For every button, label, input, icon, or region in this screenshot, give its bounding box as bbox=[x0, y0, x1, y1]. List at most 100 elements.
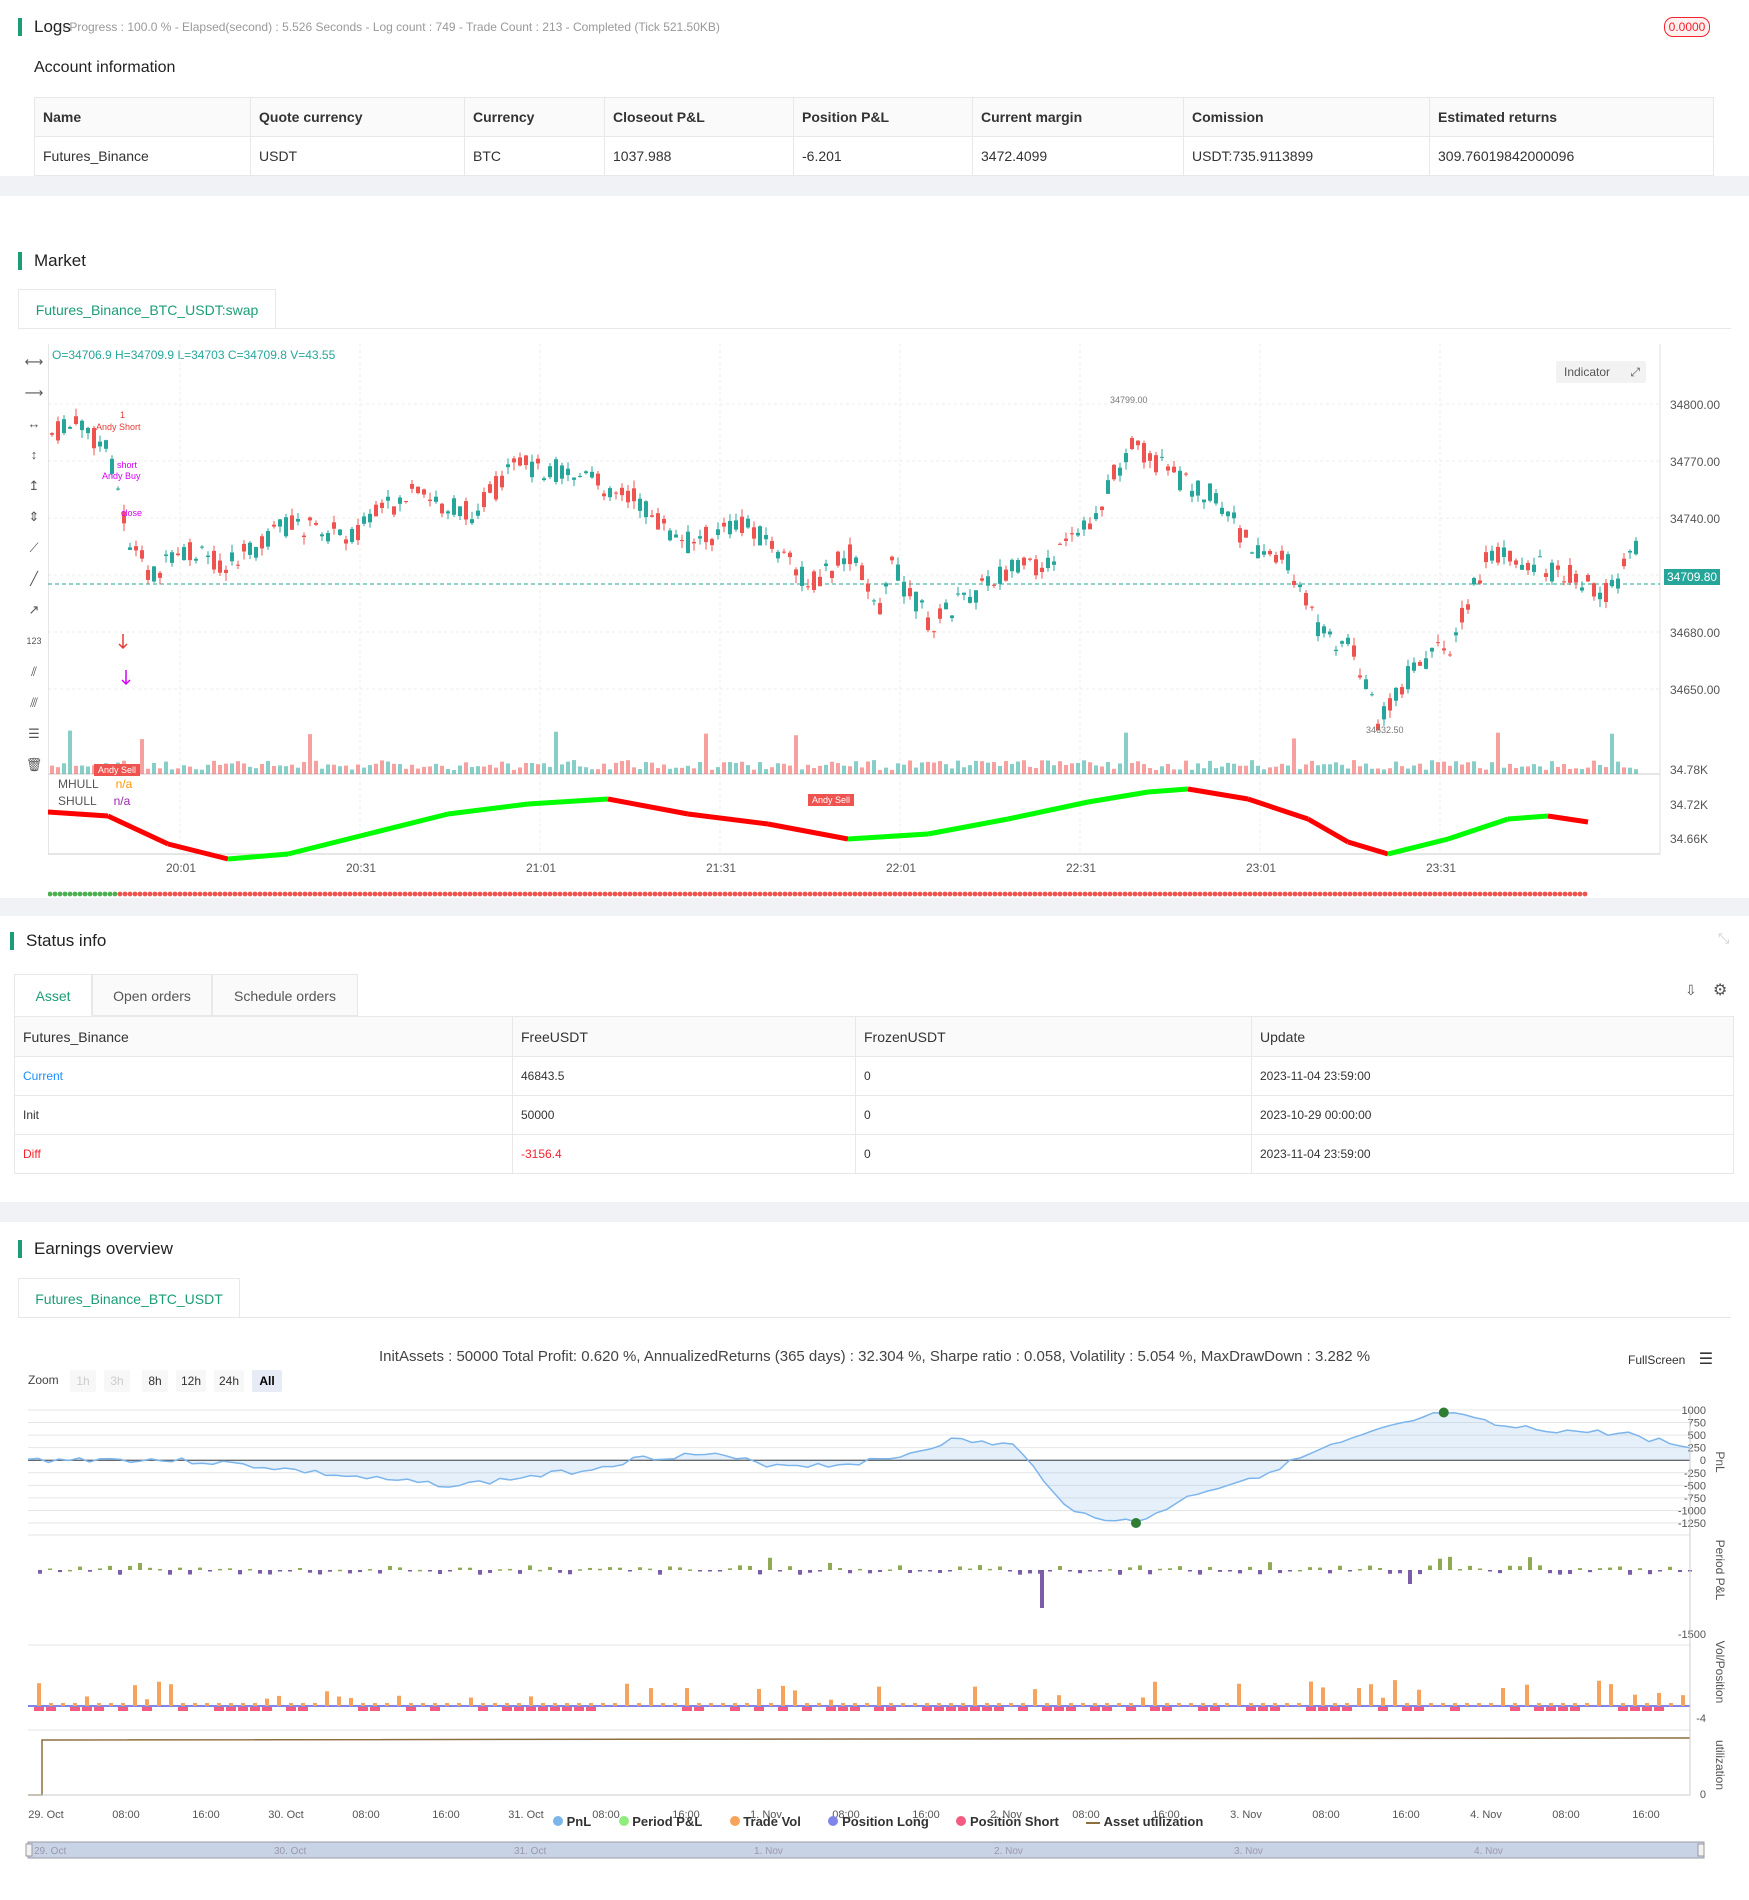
trend-dot bbox=[1082, 891, 1088, 897]
period-bar bbox=[658, 1570, 662, 1575]
trend-dot bbox=[1402, 891, 1408, 897]
volume-bar bbox=[572, 760, 576, 774]
zoom-3h[interactable]: 3h bbox=[104, 1370, 130, 1392]
vertical-segment-tool-icon[interactable]: ↥ bbox=[28, 478, 40, 493]
volume-bar bbox=[1412, 765, 1416, 774]
download-icon[interactable]: ⇩ bbox=[1685, 982, 1697, 998]
trend-line-tool-icon[interactable]: ⟋ bbox=[29, 540, 39, 555]
volume-bar bbox=[74, 765, 78, 774]
volume-bar bbox=[776, 763, 780, 774]
volume-bar bbox=[1364, 763, 1368, 774]
period-bar bbox=[1048, 1570, 1052, 1572]
candle-body bbox=[470, 519, 474, 524]
zoom-12h[interactable]: 12h bbox=[176, 1370, 206, 1392]
trade-vol-bar bbox=[1645, 1703, 1649, 1706]
candle-body bbox=[1100, 506, 1104, 511]
fullscreen-button[interactable]: FullScreen ☰ bbox=[1628, 1349, 1713, 1369]
fib-levels-tool-icon[interactable]: ☰ bbox=[28, 726, 40, 741]
price-label-tool-icon[interactable]: 123 bbox=[26, 636, 42, 646]
candle-body bbox=[608, 488, 612, 498]
position-short-bar bbox=[730, 1707, 740, 1711]
trend-dot bbox=[387, 891, 393, 897]
trend-dot bbox=[402, 891, 408, 897]
candle-body bbox=[788, 552, 792, 558]
zoom-8h[interactable]: 8h bbox=[142, 1370, 168, 1392]
candle-body bbox=[464, 501, 468, 520]
tab-market-symbol[interactable]: Futures_Binance_BTC_USDT:swap bbox=[18, 289, 276, 329]
fib-tool-icon[interactable]: ⫻ bbox=[30, 695, 38, 710]
trend-dot bbox=[847, 891, 853, 897]
legend-long[interactable]: Position Long bbox=[828, 1814, 929, 1829]
period-bar bbox=[358, 1570, 362, 1573]
position-short-bar bbox=[1126, 1707, 1136, 1711]
gear-icon[interactable]: ⚙ bbox=[1713, 982, 1728, 999]
trend-dot bbox=[872, 891, 878, 897]
period-bar bbox=[1668, 1566, 1672, 1570]
collapse-icon[interactable]: ⤡ bbox=[1718, 930, 1730, 946]
legend-util[interactable]: Asset utilization bbox=[1086, 1814, 1203, 1829]
hull-band-segment bbox=[1306, 816, 1350, 845]
trade-vol-bar bbox=[1273, 1703, 1277, 1706]
candle-body bbox=[860, 565, 864, 581]
trend-dot bbox=[327, 891, 333, 897]
zoom-24h[interactable]: 24h bbox=[214, 1370, 244, 1392]
period-bar bbox=[38, 1570, 42, 1574]
ray-tool-icon[interactable]: ↗ bbox=[28, 602, 40, 617]
tab-open-orders[interactable]: Open orders bbox=[92, 974, 212, 1016]
period-bar bbox=[818, 1570, 822, 1572]
period-bar bbox=[158, 1569, 162, 1571]
period-bar bbox=[1388, 1570, 1392, 1574]
legend-dot bbox=[729, 1816, 740, 1826]
segment-tool-icon[interactable]: ╱ bbox=[30, 571, 38, 586]
volume-bar bbox=[1526, 766, 1530, 774]
tab-earnings-symbol[interactable]: Futures_Binance_BTC_USDT bbox=[18, 1278, 240, 1318]
candle-body bbox=[374, 504, 378, 517]
vertical-line-tool-icon[interactable]: ↕ bbox=[30, 447, 38, 462]
trade-vol-bar bbox=[253, 1703, 257, 1706]
candle-body bbox=[1112, 464, 1116, 480]
period-bar bbox=[978, 1565, 982, 1570]
trend-dot bbox=[1297, 891, 1303, 897]
vol-tick: -4 bbox=[1696, 1713, 1706, 1725]
tab-asset[interactable]: Asset bbox=[14, 974, 92, 1016]
volume-bar bbox=[890, 769, 894, 774]
legend-period[interactable]: Period P&L bbox=[618, 1814, 702, 1829]
trend-dot bbox=[1262, 891, 1268, 897]
navigator-handle-left bbox=[25, 1843, 33, 1857]
th-exchange: Futures_Binance bbox=[14, 1016, 513, 1057]
candle-body bbox=[1190, 490, 1194, 497]
pnl-tick: -1250 bbox=[1678, 1518, 1706, 1530]
period-bar bbox=[438, 1570, 442, 1574]
horizontal-ray-tool-icon[interactable]: ⟶ bbox=[24, 385, 44, 400]
candle-body bbox=[272, 524, 276, 527]
volume-bar bbox=[374, 763, 378, 774]
volume-bar bbox=[602, 763, 606, 774]
position-short-bar bbox=[682, 1707, 692, 1711]
trend-dot bbox=[242, 891, 248, 897]
period-bar bbox=[518, 1570, 522, 1574]
legend-short[interactable]: Position Short bbox=[956, 1814, 1059, 1829]
legend-pnl[interactable]: PnL bbox=[553, 1814, 591, 1829]
period-bar bbox=[228, 1568, 232, 1570]
volume-bar bbox=[566, 761, 570, 774]
zoom-all[interactable]: All bbox=[252, 1370, 282, 1392]
horizontal-line-tool-icon[interactable]: ⟷ bbox=[24, 354, 44, 369]
indicator-button[interactable]: Indicator ⤢ bbox=[1556, 361, 1646, 383]
period-bar bbox=[1538, 1565, 1542, 1570]
volume-bar bbox=[656, 767, 660, 774]
period-bar bbox=[1068, 1570, 1072, 1572]
parallel-channel-tool-icon[interactable]: ⫽ bbox=[31, 664, 37, 679]
vertical-ray-tool-icon[interactable]: ⇕ bbox=[28, 509, 40, 524]
signal-arrow bbox=[118, 634, 128, 650]
tab-schedule-orders[interactable]: Schedule orders bbox=[212, 974, 358, 1016]
extended-line-tool-icon[interactable]: ↔ bbox=[27, 416, 41, 431]
trend-dot bbox=[712, 891, 718, 897]
trend-dot bbox=[707, 891, 713, 897]
trash-icon[interactable]: 🗑 bbox=[25, 757, 43, 772]
period-bar bbox=[1238, 1570, 1242, 1574]
legend-tradevol[interactable]: Trade Vol bbox=[729, 1814, 801, 1829]
volume-bar bbox=[1010, 764, 1014, 774]
candle-body bbox=[1094, 513, 1098, 520]
trend-dot bbox=[852, 891, 858, 897]
zoom-1h[interactable]: 1h bbox=[70, 1370, 96, 1392]
